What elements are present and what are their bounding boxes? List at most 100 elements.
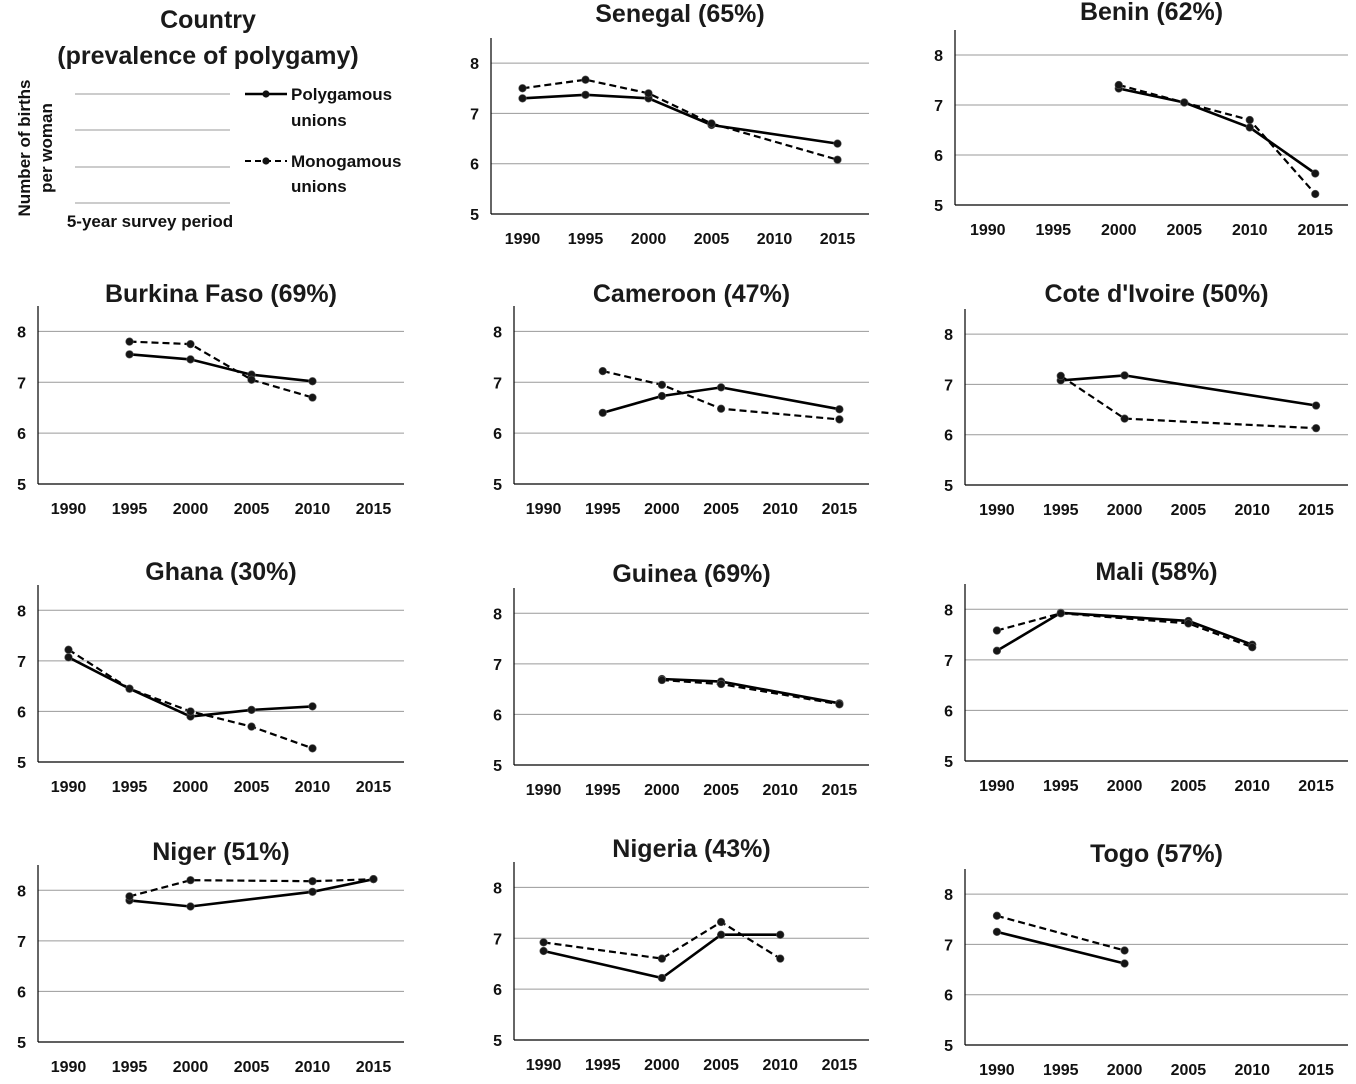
legend-polygamous-label-line1: Polygamous — [291, 85, 392, 104]
monogamous-point — [716, 679, 726, 689]
monogamous-point — [657, 954, 667, 963]
x-tick-label: 2010 — [1234, 778, 1270, 795]
monogamous-series-line — [602, 370, 840, 421]
monogamous-point — [308, 744, 317, 753]
y-tick-label: 7 — [470, 106, 479, 123]
panel-senegal: Senegal (65%) 5 6 7 8 1990 1995 2000 2005 2010 201… — [470, 0, 869, 248]
polygamous-point — [1245, 123, 1254, 132]
x-tick-label: 2005 — [703, 1057, 739, 1074]
polygamous-point — [657, 973, 667, 983]
y-tick-label: 6 — [934, 148, 943, 165]
x-tick-label: 1990 — [526, 1057, 562, 1074]
x-tick-label: 2015 — [822, 782, 858, 799]
x-tick-label: 1995 — [112, 501, 148, 518]
monogamous-point — [835, 700, 844, 709]
panel-guinea: Guinea (69%) 5 6 7 8 1990 1995 2000 2005 2010 2015 — [493, 560, 869, 799]
polygamous-point — [598, 408, 607, 417]
monogamous-point — [1311, 424, 1321, 433]
monogamous-series-line — [996, 612, 1253, 649]
y-tick-label: 5 — [470, 207, 479, 224]
x-tick-label: 1990 — [51, 1059, 87, 1076]
legend-monogamous-label-line2: unions — [291, 177, 347, 196]
monogamous-point — [186, 876, 195, 885]
polygamous-point — [716, 930, 726, 939]
x-tick-label: 1995 — [585, 782, 621, 799]
x-tick-label: 2015 — [822, 1057, 858, 1074]
x-tick-label: 2010 — [295, 779, 331, 796]
x-tick-label: 1995 — [1043, 502, 1079, 519]
y-tick-label: 5 — [17, 477, 26, 494]
x-tick-label: 1990 — [970, 222, 1006, 239]
panel-title: Ghana (30%) — [145, 558, 296, 586]
polygamous-point — [992, 646, 1002, 655]
y-tick-label: 5 — [944, 478, 953, 495]
monogamous-point — [1245, 115, 1254, 125]
x-tick-label: 2005 — [1171, 778, 1207, 795]
monogamous-series-line — [1118, 83, 1317, 195]
panel-title: Mali (58%) — [1095, 558, 1217, 586]
legend-panel: Country (prevalence of polygamy) Number … — [15, 6, 402, 231]
y-tick-label: 7 — [493, 657, 502, 674]
panel-title: Nigeria (43%) — [612, 835, 770, 863]
y-tick-label: 6 — [470, 157, 479, 174]
y-tick-label: 5 — [934, 198, 943, 215]
polygamous-point — [308, 377, 317, 386]
monogamous-point — [581, 75, 590, 84]
y-tick-label: 5 — [493, 1033, 502, 1050]
panel-cameroon: Cameroon (47%) 5 6 7 8 1990 1995 2000 2005 2010 20… — [493, 280, 869, 518]
monogamous-point — [707, 119, 716, 128]
panel-niger: Niger (51%) 5 6 7 8 1990 1995 2000 2005 2010 2015 — [17, 838, 404, 1076]
x-tick-label: 2010 — [1234, 502, 1270, 519]
x-tick-label: 1995 — [112, 779, 148, 796]
y-tick-label: 5 — [493, 758, 502, 775]
polygamous-point — [64, 653, 73, 662]
panel-title: Cameroon (47%) — [593, 280, 790, 308]
monogamous-point — [308, 393, 317, 402]
x-tick-label: 2010 — [295, 1059, 331, 1076]
polygamous-point — [186, 902, 195, 911]
y-tick-label: 8 — [493, 880, 502, 897]
monogamous-point — [518, 84, 527, 93]
y-tick-label: 5 — [944, 754, 953, 771]
y-tick-label: 5 — [944, 1038, 953, 1055]
x-tick-label: 2000 — [1107, 778, 1143, 795]
y-tick-label: 7 — [17, 375, 26, 392]
monogamous-series-line — [543, 920, 781, 960]
x-tick-label: 2000 — [644, 501, 680, 518]
monogamous-series-line — [996, 914, 1125, 952]
x-tick-label: 2015 — [1297, 222, 1333, 239]
x-tick-label: 2015 — [356, 779, 392, 796]
legend-polygamous-label-line2: unions — [291, 111, 347, 130]
key-xlabel: 5-year survey period — [67, 212, 233, 231]
y-tick-label: 6 — [17, 984, 26, 1001]
x-tick-label: 2005 — [1166, 222, 1202, 239]
y-tick-label: 7 — [17, 934, 26, 951]
polygamous-series-line — [129, 353, 313, 383]
monogamous-point — [716, 917, 726, 927]
y-tick-label: 6 — [944, 703, 953, 720]
x-tick-label: 2005 — [703, 501, 739, 518]
polygamous-point — [1120, 371, 1129, 380]
x-tick-label: 2010 — [762, 782, 798, 799]
x-tick-label: 2000 — [631, 231, 667, 248]
panel-benin: Benin (62%) 5 6 7 8 1990 1995 2000 2005 2010 2015 — [934, 0, 1348, 239]
polygamous-point — [247, 705, 256, 715]
polygamous-point — [1311, 169, 1320, 178]
monogamous-point — [125, 892, 134, 901]
monogamous-point — [1056, 609, 1065, 618]
x-tick-label: 2015 — [820, 231, 856, 248]
polygamous-point — [186, 355, 195, 364]
monogamous-series-line — [661, 678, 840, 706]
y-tick-label: 7 — [934, 98, 943, 115]
y-tick-label: 5 — [17, 1035, 26, 1052]
y-tick-label: 6 — [944, 988, 953, 1005]
monogamous-point — [125, 337, 134, 346]
x-tick-label: 1995 — [585, 1057, 621, 1074]
polygamous-point — [1120, 959, 1129, 968]
panel-title: Burkina Faso (69%) — [105, 280, 337, 308]
polygamous-point — [581, 90, 590, 99]
x-tick-label: 1995 — [1043, 1062, 1079, 1079]
x-tick-label: 1990 — [51, 501, 87, 518]
panel-burkina-faso: Burkina Faso (69%) 5 6 7 8 1990 1995 2000 2005 20… — [17, 280, 404, 518]
